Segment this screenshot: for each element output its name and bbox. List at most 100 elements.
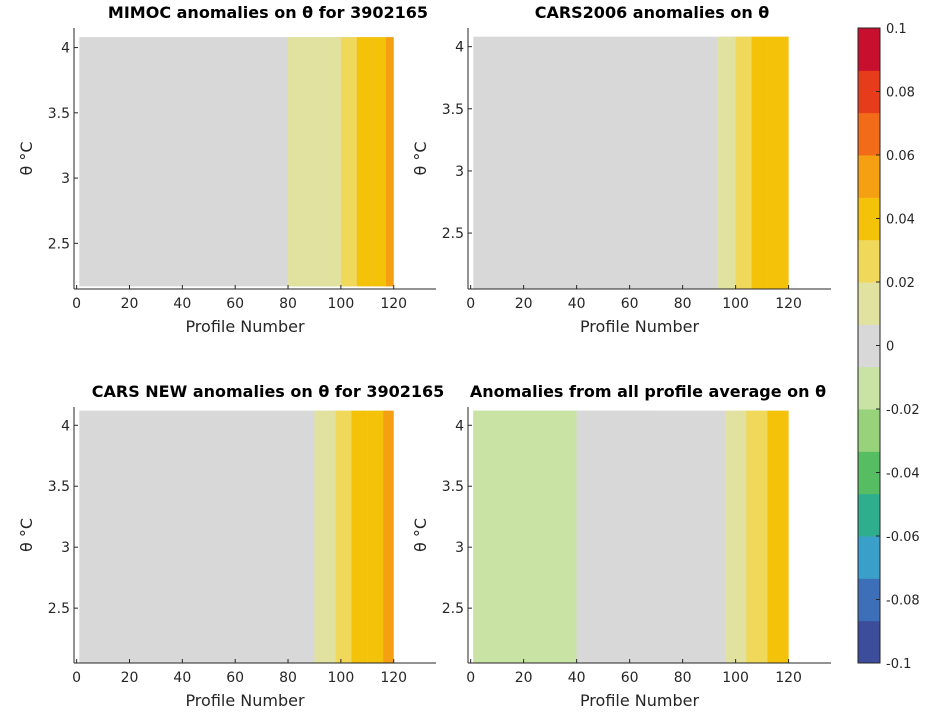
colorbar-segment — [858, 155, 880, 198]
panel-4: 0 20 40 60 80 100 120 2.5 3 3.5 4 Anomalies from al… — [411, 382, 831, 710]
heatmap-band — [367, 410, 384, 663]
colorbar-tick-label: 0.04 — [886, 213, 915, 228]
heatmap-band — [746, 410, 768, 663]
colorbar-tick-label: -0.08 — [886, 594, 920, 609]
y-tick-label: 2.5 — [48, 601, 70, 617]
heatmap-band — [288, 37, 323, 287]
x-tick-label: 40 — [173, 670, 191, 686]
heatmap-band — [356, 37, 373, 287]
x-tick-label: 100 — [328, 296, 355, 312]
x-tick-label: 120 — [380, 670, 407, 686]
colorbar: 0.1 0.08 0.06 0.04 0.02 0 -0.02 -0.04 -0.06 -0.08… — [857, 22, 920, 672]
x-tick-label: 100 — [722, 296, 749, 312]
heatmap-band — [735, 36, 752, 290]
y-tick-label: 3 — [455, 164, 464, 180]
colorbar-segment — [858, 112, 880, 156]
panel-title: Anomalies from all profile average on θ — [470, 382, 826, 401]
colorbar-segment — [858, 239, 880, 283]
x-tick-label: 120 — [380, 296, 407, 312]
x-tick-label: 120 — [775, 296, 802, 312]
colorbar-segment — [858, 366, 880, 410]
panel-1: 0 20 40 60 80 100 120 2.5 3 3.5 4 MIMOC anomalies o… — [17, 3, 436, 336]
x-tick-label: 0 — [466, 296, 475, 312]
x-tick-label: 120 — [775, 670, 802, 686]
x-tick-label: 60 — [226, 670, 244, 686]
y-tick-label: 2.5 — [442, 226, 464, 242]
y-tick-label: 3.5 — [48, 479, 70, 495]
colorbar-tick-label: 0.08 — [886, 86, 915, 101]
colorbar-segment — [858, 70, 880, 114]
colorbar-segment — [858, 197, 880, 241]
panel-title: MIMOC anomalies on θ for 3902165 — [108, 3, 428, 22]
y-tick-label: 4 — [61, 41, 70, 57]
heatmap-band — [751, 36, 768, 290]
panel-2: 0 20 40 60 80 100 120 2.5 3 3.5 4 CARS2006 anomalie… — [411, 3, 831, 336]
x-tick-label: 40 — [568, 296, 586, 312]
x-tick-label: 80 — [279, 670, 297, 686]
y-tick-label: 3.5 — [442, 102, 464, 118]
y-tick-label: 4 — [455, 418, 464, 434]
x-axis-label: Profile Number — [580, 691, 700, 710]
x-axis-label: Profile Number — [185, 317, 305, 336]
y-tick-label: 2.5 — [442, 601, 464, 617]
x-tick-label: 0 — [72, 296, 81, 312]
heatmap-band — [372, 37, 386, 287]
heatmap-band — [335, 410, 352, 663]
colorbar-tick-label: 0.1 — [886, 22, 907, 37]
heatmap-band — [351, 410, 368, 663]
colorbar-segment — [858, 620, 880, 664]
x-tick-label: 60 — [621, 296, 639, 312]
heatmap-band — [473, 410, 492, 663]
heatmap-band — [340, 37, 357, 287]
y-axis-label: θ °C — [17, 141, 36, 175]
y-tick-label: 4 — [455, 40, 464, 56]
x-tick-label: 20 — [515, 670, 533, 686]
colorbar-segment — [858, 282, 880, 325]
y-axis-label: θ °C — [17, 518, 36, 552]
y-tick-label: 3 — [455, 540, 464, 556]
colorbar-tick-label: -0.1 — [886, 657, 911, 672]
colorbar-tick-label: -0.02 — [886, 403, 920, 418]
panel-title: CARS2006 anomalies on θ — [535, 3, 770, 22]
heatmap-band — [725, 410, 747, 663]
y-tick-label: 3.5 — [48, 106, 70, 122]
x-tick-label: 20 — [121, 670, 139, 686]
x-tick-label: 60 — [621, 670, 639, 686]
heatmap-band — [322, 37, 341, 287]
heatmap-band — [314, 410, 336, 663]
x-axis-label: Profile Number — [185, 691, 305, 710]
x-tick-label: 20 — [515, 296, 533, 312]
y-tick-label: 3.5 — [442, 479, 464, 495]
x-tick-label: 0 — [466, 670, 475, 686]
x-tick-label: 100 — [722, 670, 749, 686]
x-tick-label: 20 — [121, 296, 139, 312]
panel-title: CARS NEW anomalies on θ for 3902165 — [92, 382, 445, 401]
x-tick-label: 80 — [279, 296, 297, 312]
y-tick-label: 2.5 — [48, 236, 70, 252]
heatmap-band — [767, 410, 789, 663]
colorbar-segment — [858, 493, 880, 537]
colorbar-segment — [858, 451, 880, 495]
y-tick-label: 3 — [61, 540, 70, 556]
heatmap-band — [491, 410, 577, 663]
x-tick-label: 80 — [674, 670, 692, 686]
heatmap-band — [385, 37, 394, 287]
y-axis-label: θ °C — [411, 141, 430, 175]
y-axis-label: θ °C — [411, 518, 430, 552]
x-tick-label: 80 — [674, 296, 692, 312]
x-axis-label: Profile Number — [580, 317, 700, 336]
x-tick-label: 40 — [173, 296, 191, 312]
heatmap-band — [576, 410, 657, 663]
colorbar-segment — [858, 578, 880, 622]
x-tick-label: 0 — [72, 670, 81, 686]
colorbar-tick-label: 0 — [886, 340, 894, 355]
colorbar-tick-label: 0.02 — [886, 276, 915, 291]
colorbar-tick-label: -0.04 — [886, 467, 920, 482]
heatmap-band — [767, 36, 789, 290]
y-tick-label: 3 — [61, 171, 70, 187]
x-tick-label: 60 — [226, 296, 244, 312]
colorbar-segment — [858, 409, 880, 452]
panel-3: 0 20 40 60 80 100 120 2.5 3 3.5 4 CARS NEW anomalie… — [17, 382, 444, 710]
heatmap-band — [383, 410, 394, 663]
